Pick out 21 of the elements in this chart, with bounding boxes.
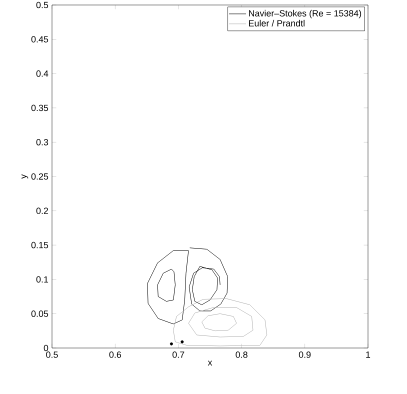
x-tick-label: 0.6	[109, 352, 122, 358]
legend-label: Navier–Stokes (Re = 15384)	[249, 10, 362, 18]
x-tick-label: 0.5	[46, 352, 58, 358]
y-tick-label: 0.3	[36, 139, 48, 146]
y-tick-label: 0.2	[36, 208, 48, 214]
y-tick-label: 0.25	[31, 173, 48, 180]
y-tick-label: 0.5	[36, 2, 48, 8]
legend-label: Euler / Prandtl	[249, 20, 304, 26]
y-tick-label: 0.05	[31, 310, 48, 317]
x-tick-label: 0.7	[172, 352, 184, 358]
y-axis-title: y	[22, 174, 28, 179]
x-tick-label: 0.9	[298, 352, 311, 358]
y-tick-label: 0.35	[31, 104, 48, 112]
y-tick-label: 0.4	[36, 70, 48, 77]
y-tick-label: 0	[44, 344, 48, 352]
x-tick-label: 1	[366, 352, 370, 358]
y-tick-label: 0.15	[31, 242, 48, 248]
y-tick-label: 0.1	[36, 276, 48, 283]
x-axis-title: x	[208, 360, 212, 366]
x-tick-label: 0.8	[236, 352, 248, 358]
y-tick-label: 0.45	[31, 36, 48, 42]
